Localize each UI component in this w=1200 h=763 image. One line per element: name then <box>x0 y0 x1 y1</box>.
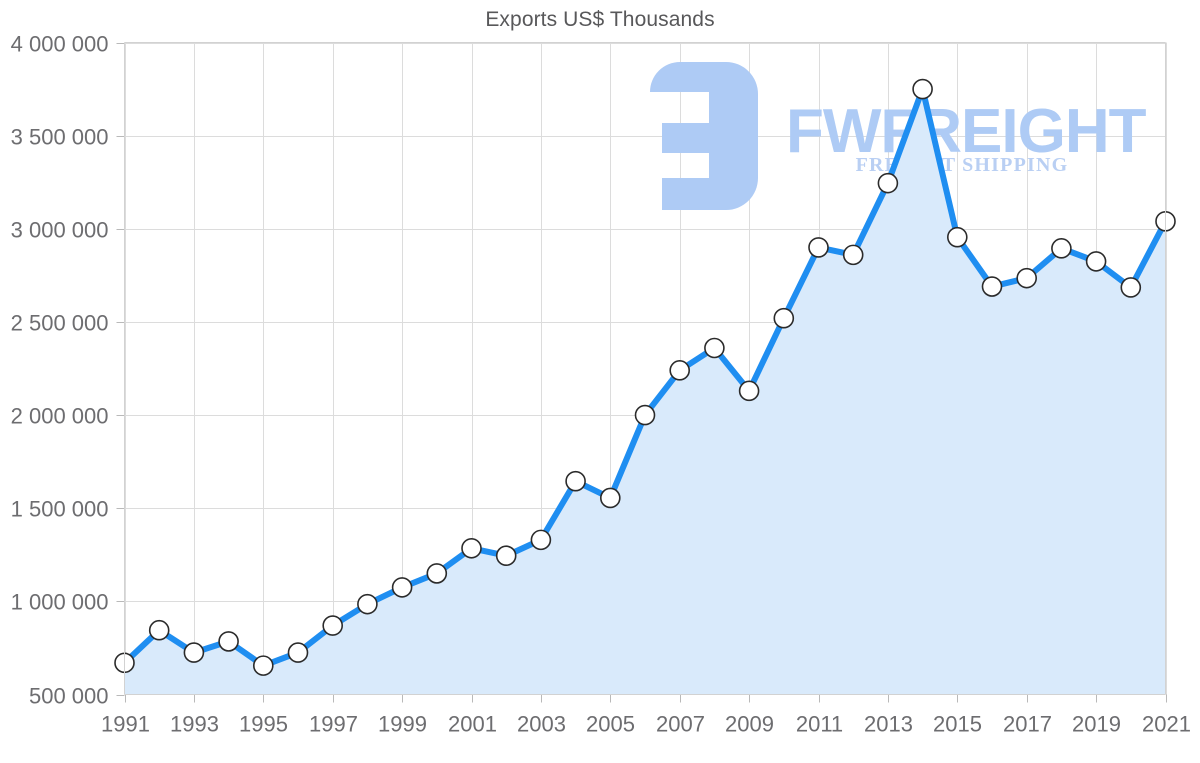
x-axis-tick-label: 2009 <box>725 712 774 737</box>
data-point-marker[interactable] <box>322 615 344 636</box>
y-axis-tick-label: 1 500 000 <box>11 497 109 522</box>
data-point-marker[interactable] <box>599 487 621 509</box>
data-point-marker[interactable] <box>495 545 517 567</box>
x-axis-tick-label: 1991 <box>101 712 150 737</box>
data-point-marker[interactable] <box>1120 277 1142 298</box>
data-point-marker[interactable] <box>218 631 239 652</box>
data-point-marker[interactable] <box>669 360 691 381</box>
data-markers <box>114 78 1176 676</box>
x-axis-tick-label: 2005 <box>586 712 635 737</box>
chart-title: Exports US$ Thousands <box>485 8 715 31</box>
y-axis-tick-label: 1 000 000 <box>11 590 109 615</box>
data-point-marker[interactable] <box>148 619 170 641</box>
x-axis-tick-label: 2011 <box>796 712 843 737</box>
x-axis-tick-label: 1999 <box>378 712 427 737</box>
data-point-marker[interactable] <box>704 337 725 359</box>
data-point-marker[interactable] <box>565 470 586 492</box>
data-point-marker[interactable] <box>946 226 968 248</box>
data-point-marker[interactable] <box>287 642 309 663</box>
y-axis-tick-label: 500 000 <box>29 684 109 709</box>
axis-tickmarks <box>116 43 1167 703</box>
x-axis-tick-label: 2015 <box>933 712 982 737</box>
data-point-marker[interactable] <box>1085 251 1107 272</box>
data-point-marker[interactable] <box>530 529 552 551</box>
watermark-wordmark: FWFREIGHT <box>786 97 1147 166</box>
y-axis-labels: 500 000 1 000 000 1 500 000 2 000 000 2 500 … <box>11 32 109 709</box>
data-point-marker[interactable] <box>808 237 829 258</box>
data-point-marker[interactable] <box>738 380 760 402</box>
x-axis-tick-label: 2017 <box>1003 712 1052 737</box>
data-point-marker[interactable] <box>183 642 205 663</box>
data-point-marker[interactable] <box>1051 238 1072 259</box>
data-point-marker[interactable] <box>842 244 864 266</box>
data-point-marker[interactable] <box>773 307 795 329</box>
x-axis-tick-label: 1997 <box>309 712 358 737</box>
x-axis-tick-label: 1995 <box>239 712 288 737</box>
y-axis-tick-label: 3 500 000 <box>11 125 109 150</box>
data-point-marker[interactable] <box>981 276 1003 297</box>
y-axis-tick-label: 4 000 000 <box>11 32 109 57</box>
data-point-marker[interactable] <box>426 563 448 584</box>
axis-frame <box>124 42 1166 695</box>
y-axis-tick-label: 2 000 000 <box>11 404 109 429</box>
x-axis-tick-label: 2001 <box>448 712 497 737</box>
y-axis-tick-label: 3 000 000 <box>11 218 109 243</box>
data-point-marker[interactable] <box>252 655 274 676</box>
data-point-marker[interactable] <box>634 404 656 426</box>
data-point-marker[interactable] <box>391 577 413 598</box>
x-axis-labels: 1991 1993 1995 1997 1999 2001 2003 2005 2007 2009… <box>101 712 1191 737</box>
x-axis-tick-label: 2007 <box>656 712 705 737</box>
x-axis-tick-label: 2003 <box>517 712 566 737</box>
x-axis-tick-label: 2019 <box>1072 712 1121 737</box>
x-axis-tick-label: 1993 <box>170 712 219 737</box>
data-point-marker[interactable] <box>877 172 899 194</box>
area-fill <box>124 89 1166 695</box>
data-point-marker[interactable] <box>461 537 482 559</box>
y-axis-tick-label: 2 500 000 <box>11 311 109 336</box>
x-axis-tick-label: 2013 <box>864 712 913 737</box>
data-point-marker[interactable] <box>1016 267 1037 289</box>
watermark-tagline: FREIGHT SHIPPING <box>856 154 1069 176</box>
data-point-marker[interactable] <box>357 593 378 615</box>
data-point-marker[interactable] <box>912 78 933 100</box>
x-axis-tick-label: 2021 <box>1142 712 1191 737</box>
fwfreight-logo-icon <box>650 62 758 210</box>
